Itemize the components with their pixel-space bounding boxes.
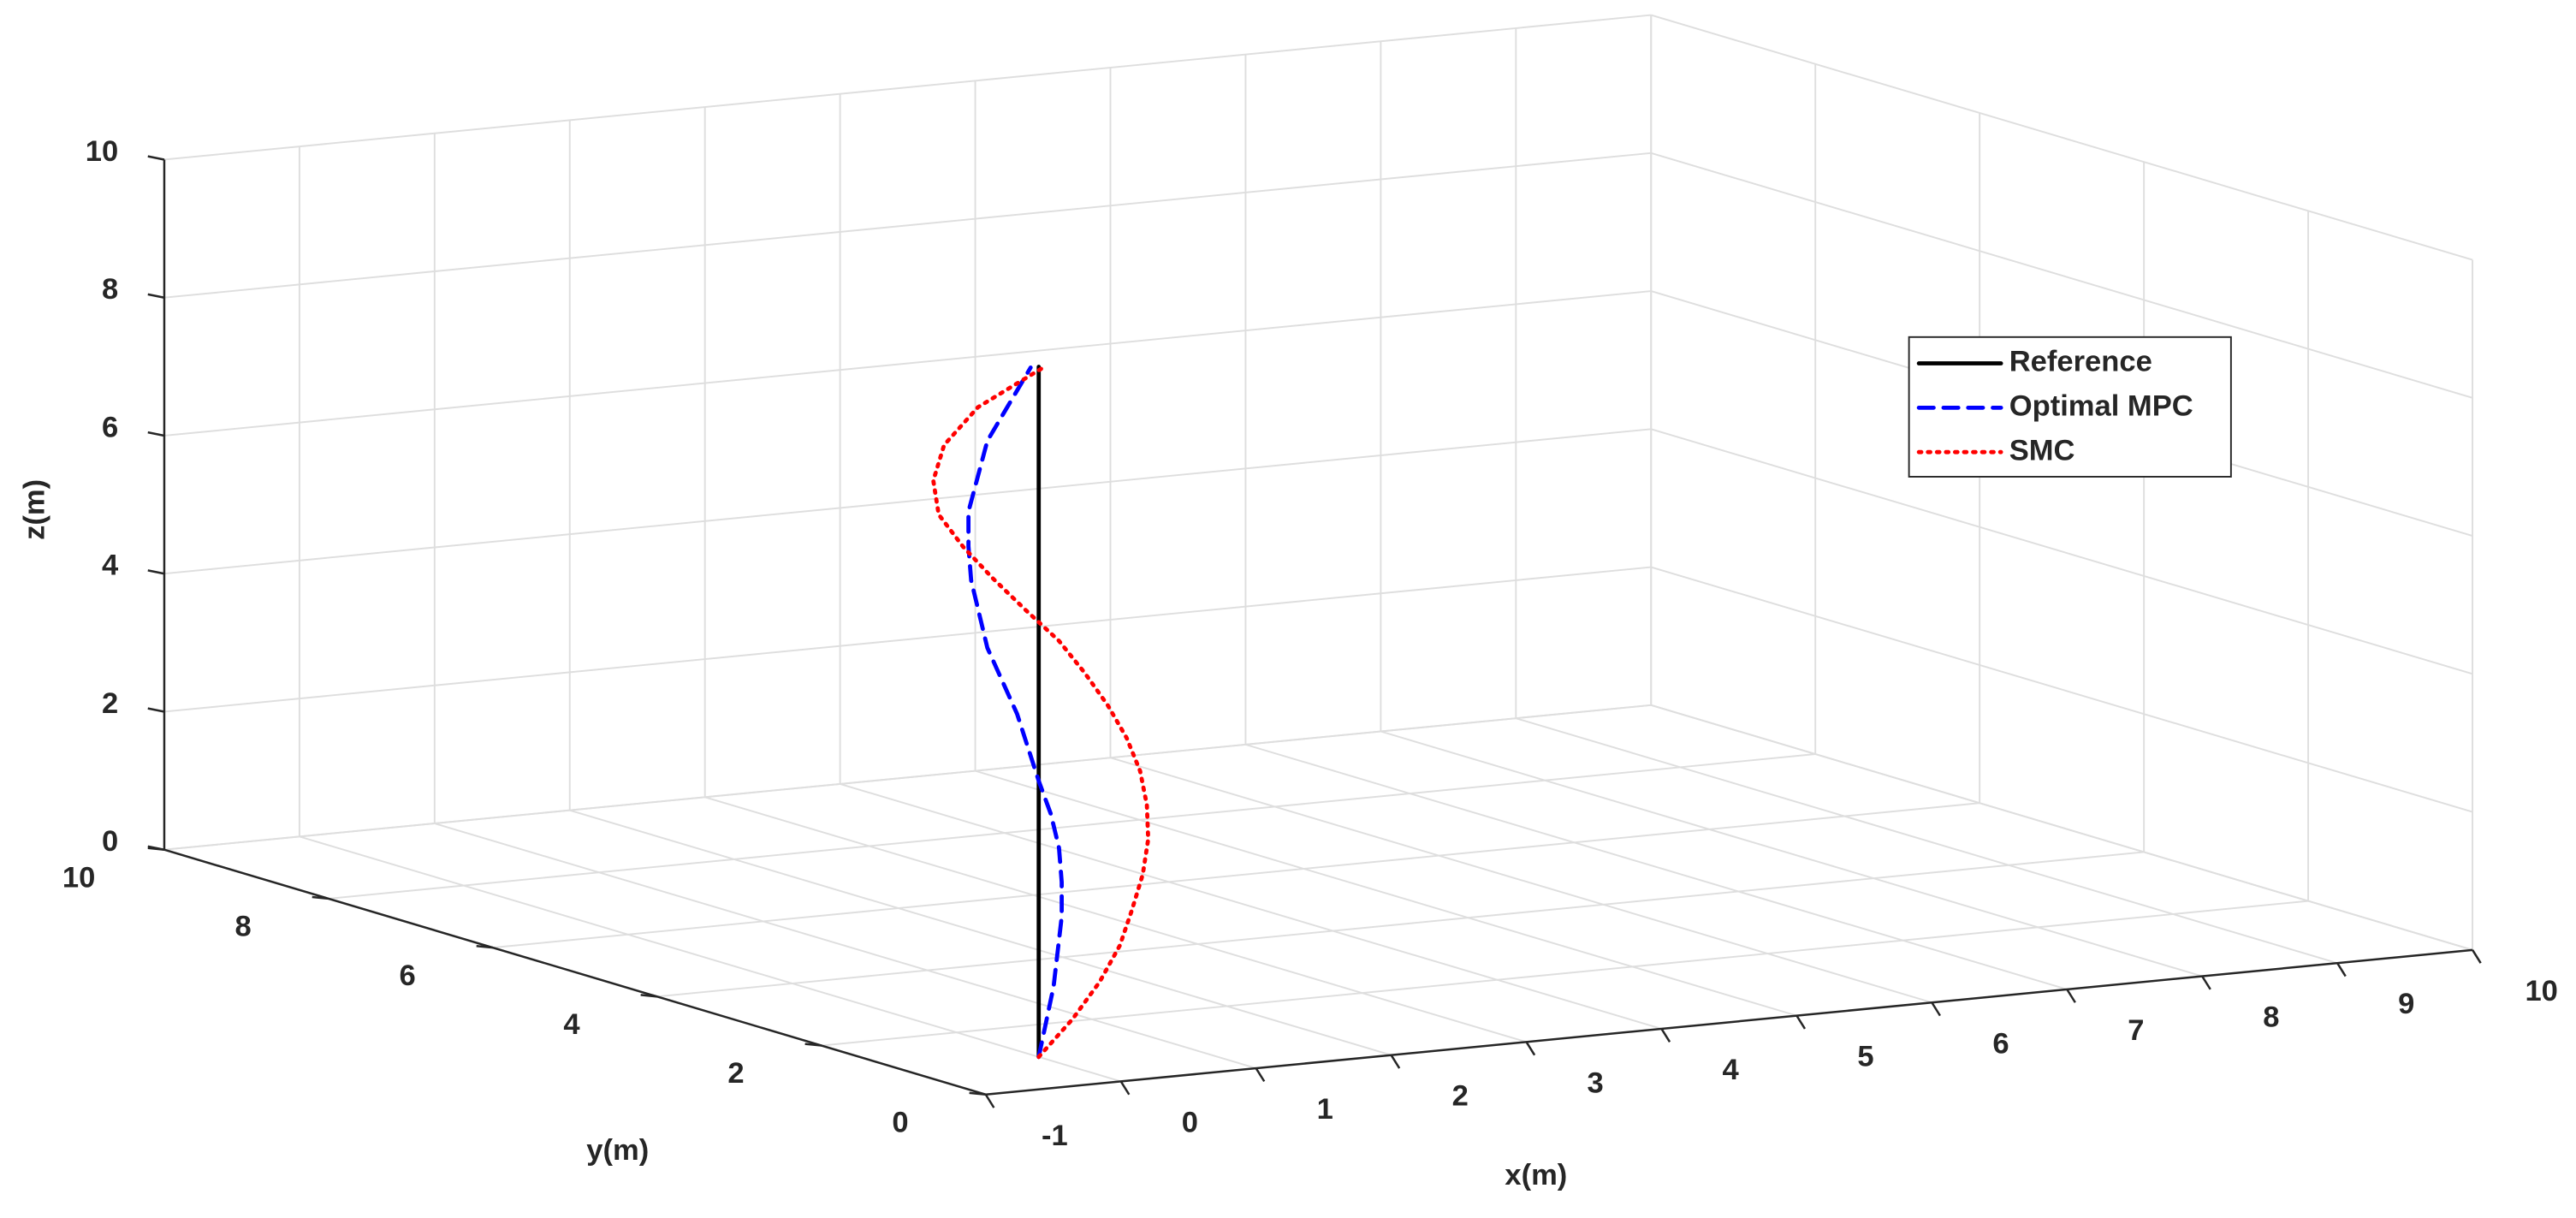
grid-line — [656, 851, 2145, 998]
x-tick-label: 2 — [1452, 1080, 1469, 1113]
grid-line — [704, 796, 1527, 1043]
grid-line — [975, 769, 1797, 1017]
x-tick-label: 9 — [2398, 988, 2414, 1020]
grid-line — [163, 704, 1652, 851]
z-tick — [147, 431, 165, 437]
x-tick — [1390, 1055, 1401, 1069]
grid-line — [1516, 717, 2338, 965]
x-tick-label: 8 — [2263, 1001, 2279, 1034]
x-tick — [2066, 989, 2076, 1003]
grid-line — [1650, 566, 2473, 813]
y-tick-label: 8 — [234, 911, 251, 943]
grid-line — [163, 152, 1652, 299]
grid-line — [163, 14, 1652, 161]
x-tick — [2336, 962, 2347, 977]
grid-line — [163, 428, 1652, 575]
y-axis-label: y(m) — [586, 1134, 649, 1167]
grid-line — [840, 783, 1662, 1030]
grid-line — [163, 290, 1652, 437]
z-tick — [147, 707, 165, 713]
y-tick — [969, 1091, 986, 1096]
x-tick-label: 6 — [1992, 1027, 2009, 1060]
z-tick — [147, 569, 165, 575]
legend-label: SMC — [2009, 434, 2075, 466]
grid-line — [492, 802, 1980, 949]
grid-line — [1245, 743, 2068, 990]
grid-line — [569, 809, 1392, 1056]
x-tick — [1660, 1028, 1671, 1043]
y-tick-label: 2 — [727, 1057, 744, 1090]
grid-line — [299, 835, 1121, 1083]
grid-line — [434, 823, 1256, 1069]
y-axis-line — [163, 848, 987, 1096]
legend-label: Optimal MPC — [2009, 389, 2193, 422]
z-tick-label: 8 — [102, 273, 118, 306]
x-tick-label: 10 — [2525, 975, 2557, 1007]
x-tick — [2201, 975, 2211, 990]
x-tick — [1931, 1001, 1941, 1017]
x-tick — [1795, 1014, 1807, 1030]
x-tick — [1119, 1080, 1131, 1096]
series-line — [931, 364, 1151, 1060]
x-tick-label: -1 — [1042, 1120, 1068, 1152]
y-tick — [476, 944, 494, 949]
x-tick-label: 4 — [1722, 1054, 1739, 1086]
x-tick-label: 7 — [2128, 1014, 2144, 1047]
z-tick — [147, 845, 165, 851]
grid-line — [328, 753, 1816, 900]
z-tick — [147, 293, 165, 299]
x-tick — [1255, 1067, 1266, 1083]
z-tick-label: 6 — [102, 411, 118, 443]
y-tick-label: 10 — [62, 861, 95, 894]
x-tick-label: 0 — [1182, 1106, 1198, 1138]
y-tick — [312, 895, 329, 900]
x-tick — [2472, 949, 2482, 964]
z-tick-label: 4 — [102, 550, 119, 582]
grid-line — [1650, 428, 2473, 675]
y-tick-label: 4 — [563, 1008, 580, 1041]
y-tick-label: 0 — [892, 1106, 908, 1138]
grid-line — [1380, 730, 2203, 977]
x-axis-line — [985, 948, 2473, 1096]
series-line — [966, 365, 1064, 1060]
x-tick — [984, 1094, 995, 1108]
z-tick-label: 2 — [102, 687, 118, 720]
grid-line — [1650, 152, 2473, 399]
y-tick — [804, 1043, 822, 1047]
grid-line — [163, 566, 1652, 713]
y-tick — [640, 994, 657, 998]
grid-line — [1650, 14, 2473, 261]
grid-line — [1650, 704, 2473, 951]
x-tick-label: 5 — [1857, 1041, 1873, 1073]
z-axis-label: z(m) — [18, 479, 50, 540]
x-axis-label: x(m) — [1505, 1159, 1567, 1191]
z-tick-label: 10 — [86, 135, 118, 168]
y-tick-label: 6 — [399, 960, 415, 992]
x-tick-label: 1 — [1317, 1093, 1333, 1126]
z-tick — [147, 155, 165, 161]
x-tick — [1525, 1041, 1536, 1056]
grid-line — [1110, 757, 1932, 1004]
z-tick-label: 0 — [102, 825, 118, 858]
legend-label: Reference — [2009, 346, 2152, 378]
x-tick-label: 3 — [1588, 1066, 1604, 1099]
